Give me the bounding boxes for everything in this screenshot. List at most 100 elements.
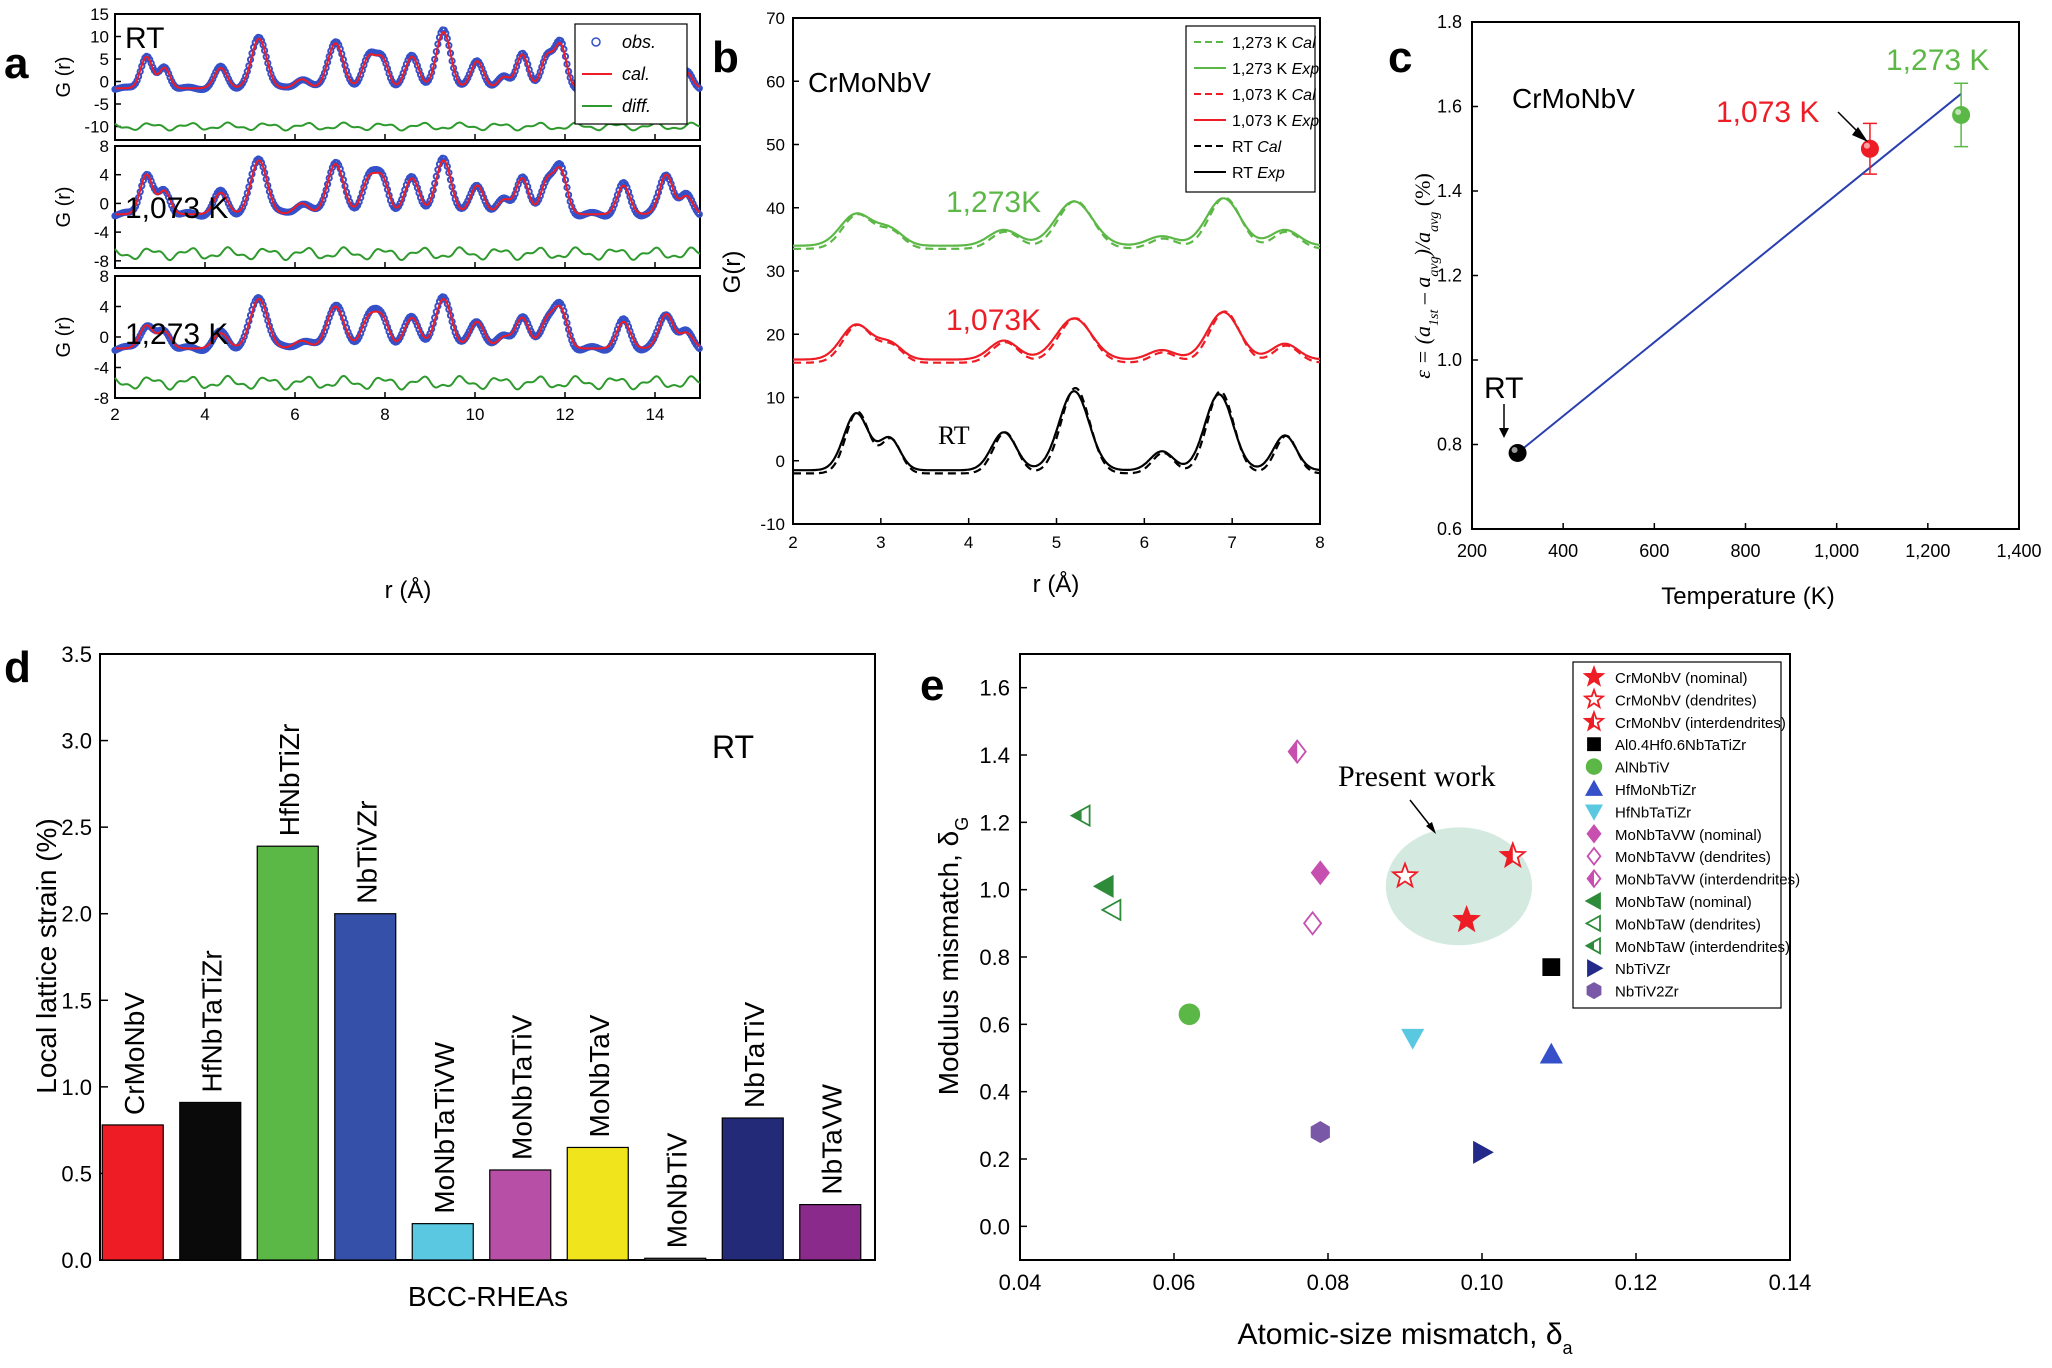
panel-e-legend: CrMoNbV (nominal) CrMoNbV (dendrites) CrMo… [1572,661,1800,1009]
x-tick-label: 0.12 [1615,1270,1658,1295]
panel-e-legend-label: MoNbTaVW (nominal) [1615,827,1762,844]
y-tick-label: 1.0 [979,878,1010,903]
panel-a-subplot-frame [114,145,701,269]
y-tick-label: 0.4 [979,1080,1010,1105]
panel-b-legend-text-0: 1,273 K Cal [1232,35,1316,52]
y-tick-label: 1.6 [1437,97,1462,117]
y-tick-label: 0 [100,73,109,92]
panel-c-fit-line [1516,93,1962,454]
y-tick-label: 10 [90,28,109,47]
y-tick-label: 15 [90,5,109,24]
y-tick-label: 70 [766,9,785,28]
panel-b-exp-line [793,390,1320,472]
panel-b-legend-text-3: 1,073 K Exp [1232,113,1319,130]
x-tick-label: 6 [290,405,299,424]
panel-c-chart: 200 400 600 800 1,000 1,200 1,400 0.6 0.8 1.0 1.2 1… [1410,12,2042,610]
y-tick-label: 4 [100,298,109,317]
panel-a-subplot-1073k: -8 -4 0 4 8 [94,137,703,271]
panel-d-frame [99,653,876,1261]
panel-e-legend-label: HfNbTaTiZr [1615,804,1691,821]
panel-e-legend-label: MoNbTaVW (dendrites) [1615,849,1771,866]
panel-e-legend-marker-half-fill [1586,941,1594,950]
panel-a-x-label: r (Å) [385,576,432,604]
x-tick-label: 2 [788,533,797,552]
y-tick-label: 4 [100,166,109,185]
panel-a-subtitle-1073k: 1,073 K [125,192,228,225]
panel-a-x-axis: 2 4 6 8 10 12 14 [110,405,664,424]
x-tick-label: 12 [556,405,575,424]
y-tick-label: 0.0 [979,1214,1010,1239]
y-tick-label: 1.2 [1437,266,1462,286]
panel-b-legend-text-5: RT Exp [1232,165,1285,182]
panel-e-legend-label: Al0.4Hf0.6NbTaTiZr [1615,737,1746,754]
panel-e-legend-label: CrMoNbV (interdendrites) [1615,715,1786,732]
panel-a-subplot-frame [114,13,701,141]
x-tick-label: 1,400 [1996,541,2041,561]
panel-e-point [1310,1121,1330,1144]
x-tick-label: 4 [964,533,973,552]
panel-e-legend-marker [1584,779,1604,796]
y-tick-label: 0.6 [979,1012,1010,1037]
panel-b-legend-4-em: Cal [1257,139,1281,156]
y-tick-label: 8 [100,267,109,286]
panel-e-ellipse-group [1385,827,1533,946]
panel-e-legend-label: MoNbTaW (interdendrites) [1615,939,1790,956]
panel-c-y-label-part-3: avg [1427,256,1442,276]
panel-e-legend-marker [1582,665,1606,687]
panel-b-curve-label-rt: RT [938,421,970,450]
x-tick-label: 0.04 [999,1270,1042,1295]
panel-d-bar-label: MoNbTiV [661,1132,692,1248]
x-tick-label: 0.08 [1307,1270,1350,1295]
panel-e-point [1401,1028,1425,1050]
panel-e-legend-marker [1587,959,1604,978]
panel-a-cal-line [115,297,701,350]
panel-d-bar-label: NbTaTiV [739,1001,770,1108]
y-tick-label: 0.6 [1437,519,1462,539]
x-tick-label: 200 [1457,541,1487,561]
panel-b-cal-line [793,196,1321,250]
panel-a-legend-diff: diff. [622,96,651,116]
panel-label-b: b [712,33,739,82]
y-tick-label: -8 [94,389,109,408]
panel-a-legend-obs: obs. [622,32,656,52]
x-tick-label: 8 [380,405,389,424]
panel-a-legend-cal: cal. [622,64,650,84]
x-tick-label: 0.10 [1461,1270,1504,1295]
panel-a-legend-obs-marker [591,37,601,47]
panel-a-subtitle-rt: RT [125,22,164,55]
y-tick-label: 1.4 [979,743,1010,768]
panel-b-cal-line [793,310,1321,364]
y-tick-label: -4 [94,223,109,242]
x-tick-label: 4 [200,405,209,424]
panel-e-x-label-sub: a [1563,1338,1574,1358]
y-tick-label: 1.0 [61,1075,92,1100]
panel-a-cal-line [115,159,701,216]
panel-d-bar [799,1203,862,1261]
x-tick-label: 1,200 [1905,541,1950,561]
panel-a-subplot-1273k: -8 -4 0 4 8 [94,267,703,408]
panel-c-ticks: 200 400 600 800 1,000 1,200 1,400 0.6 0.8 1.0 1.2 1… [1437,12,2042,561]
panel-b-legend-2-text: 1,073 K [1232,87,1292,104]
x-tick-label: 0.14 [1769,1270,1812,1295]
panel-e-legend-marker-half-fill [1585,712,1594,730]
panel-c-point [1952,105,1971,124]
panel-c-point [1860,139,1879,158]
panel-e-y-label-sub: G [952,817,972,831]
panel-d-bar [721,1117,784,1261]
panel-b-title: CrMoNbV [808,67,931,98]
panel-a-legend: obs. cal. diff. [574,23,688,125]
x-tick-label: 1,000 [1814,541,1859,561]
panel-e-legend-marker [1586,982,1602,1000]
panel-e-legend-box [1572,661,1782,1009]
x-tick-label: 3 [876,533,885,552]
panel-e-annotation-arrow [1409,799,1433,829]
x-tick-label: 6 [1140,533,1149,552]
panel-e-annotation: Present work [1338,760,1495,793]
panel-e-point-half-fill [1288,740,1298,763]
panel-a-diff-line [114,246,701,262]
panel-a-y-labels: G (r) G (r) G (r) [53,56,75,357]
panel-b-curve-label-1073k: 1,073K [946,304,1041,337]
panel-e-legend-marker [1582,687,1606,710]
panel-b-legend: 1,273 K Cal 1,273 K Exp 1,073 K Cal 1,07… [1185,25,1319,193]
